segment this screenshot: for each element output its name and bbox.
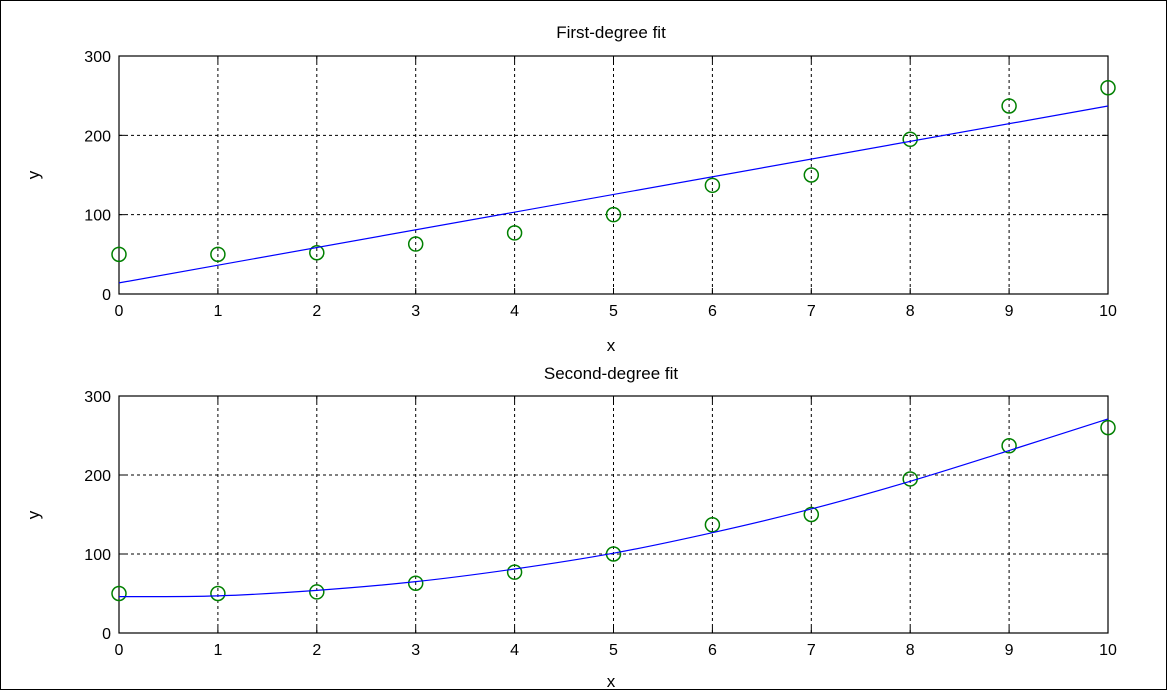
x-tick-label: 10: [1099, 303, 1117, 320]
data-point-marker: [1001, 438, 1017, 454]
data-point-marker: [111, 585, 127, 602]
subplot-second-degree: Second-degree fit x y 0 1 2 3 4 5 6 7 8 9 10010020…: [24, 364, 1117, 689]
data-point-marker: [309, 244, 325, 261]
chart-title: First-degree fit: [556, 23, 666, 42]
x-tick-label: 8: [906, 642, 915, 659]
x-tick-label: 0: [115, 303, 124, 320]
y-tick-label: 100: [84, 547, 111, 564]
data-point-marker: [111, 246, 127, 263]
y-tick-label: 0: [102, 626, 111, 643]
data-point-marker: [506, 225, 523, 241]
data-point-marker: [407, 236, 424, 252]
x-tick-label: 9: [1005, 642, 1014, 659]
x-tick-label: 7: [807, 642, 816, 659]
x-tick-label: 6: [708, 303, 717, 320]
y-tick-label: 300: [84, 389, 111, 406]
data-point-marker: [704, 517, 721, 533]
data-point-marker: [407, 575, 424, 591]
x-tick-label: 5: [609, 642, 618, 659]
subplot-first-degree: First-degree fit x y 0 1 2 3 4 5 6 7 8 9 100100200…: [24, 23, 1117, 355]
x-tick-label: 10: [1099, 642, 1117, 659]
data-point-marker: [210, 585, 226, 602]
x-tick-label: 1: [213, 642, 222, 659]
x-tick-label: 5: [609, 303, 618, 320]
chart-title: Second-degree fit: [544, 364, 678, 383]
y-axis-label: y: [24, 510, 43, 519]
x-tick-label: 1: [213, 303, 222, 320]
data-point-marker: [1001, 98, 1017, 114]
y-tick-label: 200: [84, 468, 111, 485]
fit-line: [118, 105, 1109, 284]
y-tick-label: 300: [84, 49, 111, 66]
data-point-marker: [1100, 79, 1116, 96]
data-point-marker: [704, 177, 721, 194]
x-tick-label: 6: [708, 642, 717, 659]
x-tick-label: 3: [411, 303, 420, 320]
x-tick-label: 0: [115, 642, 124, 659]
axes-box: [118, 55, 1109, 295]
data-point-marker: [803, 506, 820, 523]
x-tick-label: 4: [510, 303, 519, 320]
data-point-marker: [1100, 419, 1116, 436]
x-tick-label: 3: [411, 642, 420, 659]
x-tick-label: 4: [510, 642, 519, 659]
x-tick-label: 2: [312, 303, 321, 320]
y-tick-label: 0: [102, 287, 111, 304]
x-axis-label: x: [607, 336, 616, 355]
data-point-marker: [309, 584, 325, 600]
x-tick-label: 9: [1005, 303, 1014, 320]
data-point-marker: [605, 206, 622, 223]
data-point-marker: [803, 167, 820, 183]
data-point-marker: [902, 131, 918, 148]
data-point-marker: [506, 564, 523, 580]
axes-box: [118, 395, 1109, 634]
y-tick-label: 100: [84, 208, 111, 225]
x-axis-label: x: [607, 672, 616, 689]
x-tick-label: 7: [807, 303, 816, 320]
x-tick-label: 8: [906, 303, 915, 320]
data-point-marker: [210, 246, 226, 263]
y-axis-label: y: [24, 170, 43, 179]
fit-curve: [118, 418, 1109, 598]
y-tick-label: 200: [84, 128, 111, 145]
x-tick-label: 2: [312, 642, 321, 659]
